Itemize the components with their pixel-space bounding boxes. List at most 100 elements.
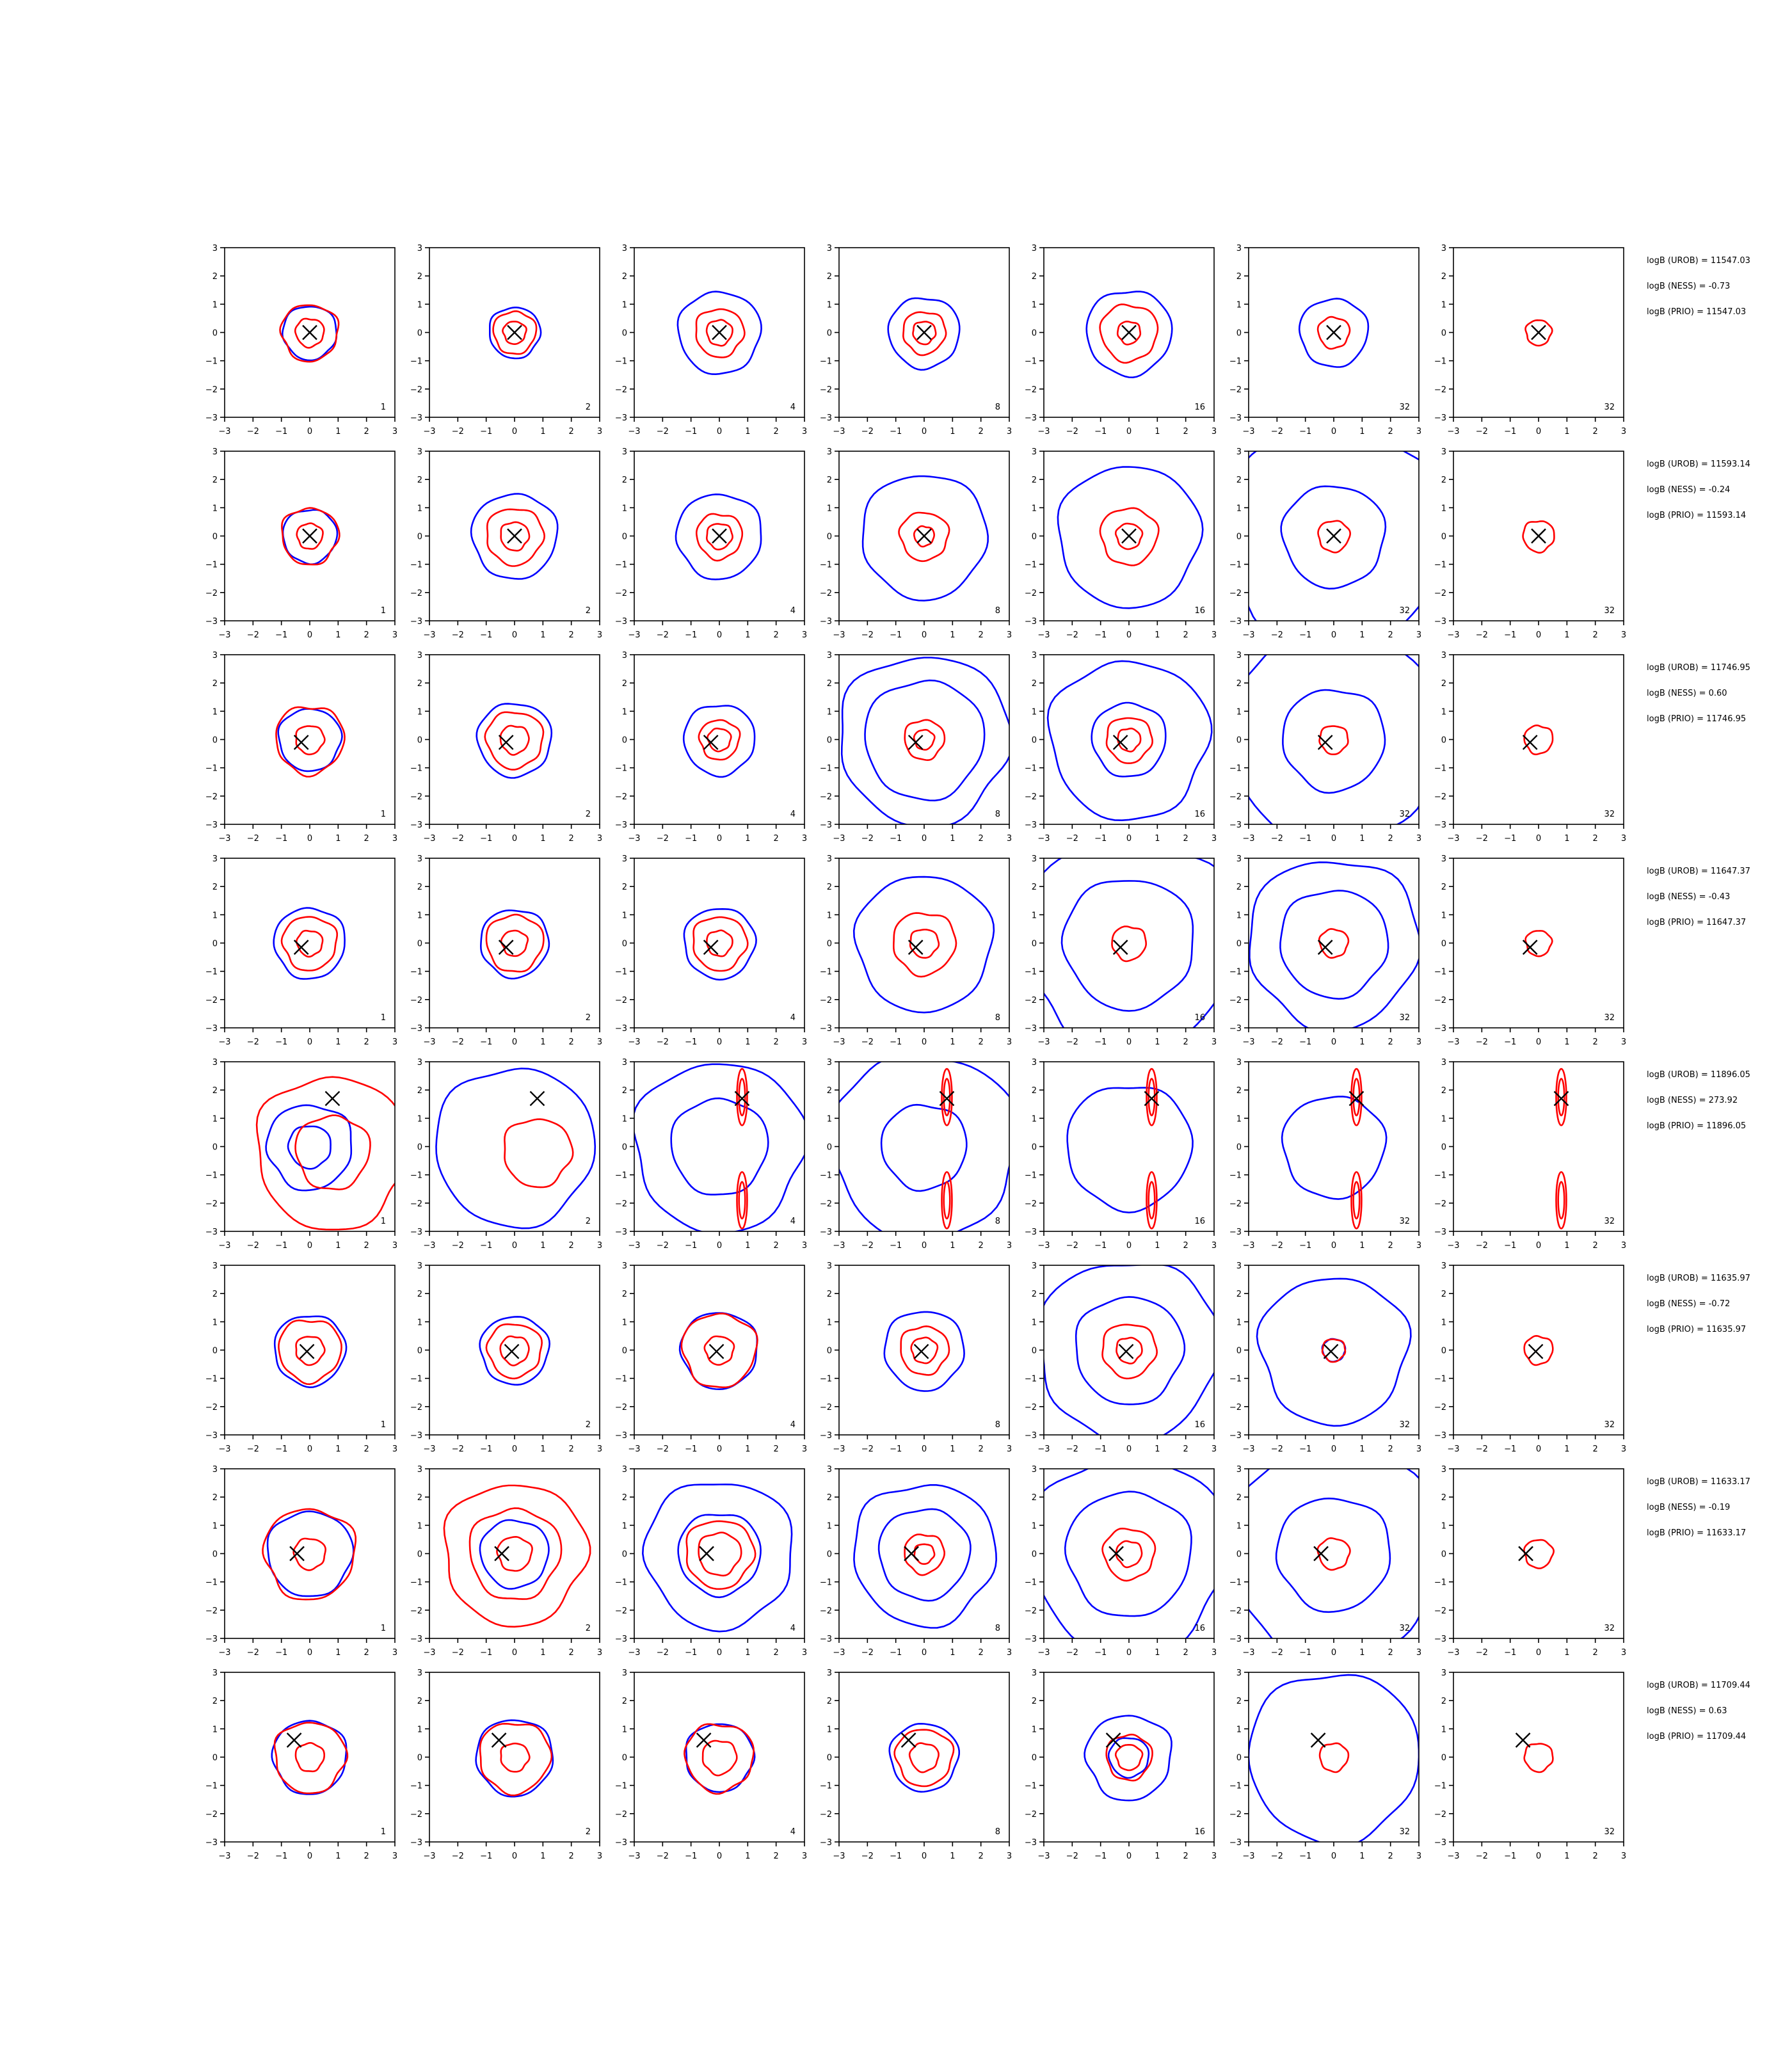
red-contour (1318, 928, 1350, 959)
y-tick-label: 1 (1236, 707, 1242, 717)
x-tick-label: 3 (392, 1241, 397, 1251)
x-tick-label: −1 (890, 1241, 902, 1251)
y-tick-label: −2 (410, 1606, 422, 1616)
red-contour (738, 1078, 746, 1117)
y-tick-label: 1 (622, 300, 627, 310)
y-tick-label: −1 (1025, 764, 1037, 774)
x-tick-label: 3 (1007, 1852, 1012, 1861)
y-tick-label: 1 (622, 1725, 627, 1734)
marker-x (1326, 324, 1341, 340)
x-tick-label: −2 (1271, 427, 1283, 436)
marker-x (712, 528, 727, 544)
red-contour (1317, 520, 1352, 554)
marker-x (1121, 528, 1137, 544)
red-contour (1350, 1068, 1363, 1126)
y-tick-label: −3 (1434, 1228, 1446, 1237)
y-tick-label: −3 (205, 1228, 218, 1237)
y-tick-label: 1 (622, 1318, 627, 1327)
blue-contour (479, 909, 550, 980)
y-tick-label: 1 (212, 504, 218, 513)
subplot-panel: −3−3 −2 −2 −1 −1 0 0 1 1 2 2 3 3 4 (615, 1668, 807, 1861)
red-contour (295, 725, 326, 756)
x-tick-label: 3 (597, 834, 602, 844)
x-tick-label: 0 (512, 1648, 517, 1658)
red-contour (295, 929, 324, 958)
contour-layer (1044, 1265, 1214, 1435)
contour-layer (489, 307, 542, 360)
logb-annotation: logB (UROB) = 11547.03 (1647, 256, 1750, 266)
red-contour (695, 308, 746, 358)
x-tick-label: 0 (922, 1648, 927, 1658)
x-tick-label: 0 (1536, 1648, 1541, 1658)
y-tick-label: −1 (615, 764, 627, 774)
x-tick-label: −3 (218, 1648, 230, 1658)
x-tick-label: −3 (423, 1852, 435, 1861)
axes-frame (429, 1265, 600, 1436)
x-tick-label: 2 (774, 1648, 779, 1658)
y-tick-label: 3 (622, 1465, 627, 1475)
axes-frame (634, 1265, 805, 1436)
y-tick-label: −3 (205, 1635, 218, 1644)
y-tick-label: 1 (212, 300, 218, 310)
y-tick-label: 1 (212, 707, 218, 717)
y-tick-label: 2 (827, 883, 832, 892)
x-tick-label: 2 (1388, 1852, 1393, 1861)
y-tick-label: 2 (1236, 1290, 1242, 1299)
blue-contour (1281, 1095, 1388, 1200)
y-tick-label: 3 (1441, 1058, 1446, 1068)
axes-frame (1453, 1468, 1624, 1639)
y-tick-label: −2 (205, 996, 218, 1005)
x-tick-label: −2 (1066, 427, 1078, 436)
subplot-panel: −3−3 −2 −2 −1 −1 0 0 1 1 2 2 3 3 32 (1434, 854, 1626, 1047)
y-tick-label: 0 (1441, 1143, 1446, 1153)
blue-contour (887, 297, 961, 371)
x-tick-label: −1 (685, 1241, 697, 1251)
y-tick-label: 1 (1032, 300, 1037, 310)
contour-layer (1249, 655, 1419, 824)
x-tick-label: −3 (1447, 834, 1459, 844)
axes-frame (429, 654, 600, 825)
y-tick-label: 2 (827, 1493, 832, 1503)
y-tick-label: −2 (615, 385, 627, 395)
red-contour (1524, 319, 1553, 347)
subplot-panel: −3−3 −2 −2 −1 −1 0 0 1 1 2 2 3 3 8 (820, 1058, 1012, 1251)
y-tick-label: −3 (615, 1024, 627, 1034)
marker-x (1108, 1546, 1124, 1562)
x-tick-label: 0 (922, 630, 927, 640)
red-contour (1557, 1078, 1565, 1117)
x-tick-label: 3 (802, 427, 807, 436)
panel-label: 32 (1604, 810, 1615, 819)
x-tick-label: −1 (890, 1852, 902, 1861)
y-tick-label: 0 (1032, 1754, 1037, 1763)
red-contour (1146, 1068, 1158, 1126)
contour-layer (1298, 298, 1370, 368)
x-tick-label: 0 (512, 1444, 517, 1454)
x-tick-label: 1 (1564, 1648, 1569, 1658)
y-tick-label: 1 (212, 1725, 218, 1734)
y-tick-label: 3 (1032, 447, 1037, 457)
y-tick-label: 1 (827, 504, 832, 513)
y-tick-label: 0 (1236, 532, 1242, 542)
panel-label: 4 (790, 1013, 796, 1023)
y-tick-label: 3 (212, 651, 218, 660)
y-tick-label: −3 (1025, 413, 1037, 423)
contour-layer (1281, 1068, 1388, 1229)
x-tick-label: 3 (1416, 427, 1421, 436)
subplot-panel: −3−3 −2 −2 −1 −1 0 0 1 1 2 2 3 3 8 (820, 854, 1012, 1047)
y-tick-label: −1 (1025, 1578, 1037, 1588)
y-tick-label: −3 (410, 617, 422, 627)
axes-frame (838, 858, 1010, 1028)
y-tick-label: 2 (827, 272, 832, 282)
y-tick-label: 2 (1236, 476, 1242, 485)
x-tick-label: 1 (1564, 1444, 1569, 1454)
blue-contour (265, 1104, 353, 1192)
x-tick-label: 3 (802, 630, 807, 640)
x-tick-label: 2 (774, 834, 779, 844)
x-tick-label: −3 (1242, 1852, 1254, 1861)
y-tick-label: −1 (820, 1578, 832, 1588)
y-tick-label: −3 (615, 1838, 627, 1848)
y-tick-label: −2 (410, 1199, 422, 1209)
red-contour (485, 913, 545, 973)
x-tick-label: −2 (861, 1852, 874, 1861)
panel-label: 1 (381, 403, 386, 412)
